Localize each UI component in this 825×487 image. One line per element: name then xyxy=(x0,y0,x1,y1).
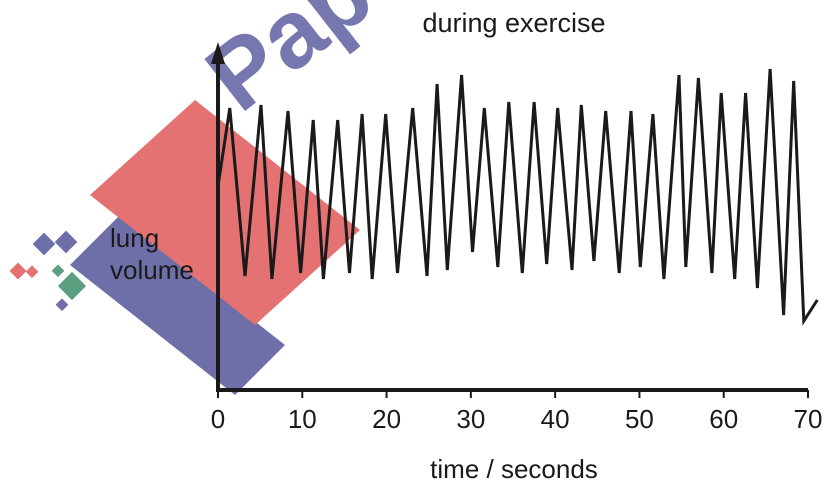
watermark-diamond-3 xyxy=(9,262,27,280)
watermark-diamond-1 xyxy=(32,232,56,256)
y-axis-label-line-1: lung xyxy=(110,223,159,253)
x-axis-tick-labels: 0 10 20 30 40 50 60 70 xyxy=(211,404,823,434)
x-tick-label-0: 0 xyxy=(211,404,225,434)
y-axis-arrowhead xyxy=(211,42,225,64)
chart-title: during exercise xyxy=(422,8,605,38)
watermark-red-band xyxy=(90,100,360,325)
watermark-diamond-5 xyxy=(57,271,87,301)
watermark-diamond-4 xyxy=(25,265,39,279)
x-tick-label-60: 60 xyxy=(709,404,738,434)
watermark-diamond-2 xyxy=(54,230,78,254)
x-axis-ticks xyxy=(217,390,809,398)
watermark-dark-band xyxy=(70,215,285,395)
y-axis-label-line-2: volume xyxy=(110,255,194,285)
x-tick-label-50: 50 xyxy=(625,404,654,434)
watermark-diamond-7 xyxy=(55,298,69,312)
x-tick-label-70: 70 xyxy=(794,404,823,434)
x-tick-label-40: 40 xyxy=(541,404,570,434)
x-tick-label-10: 10 xyxy=(288,404,317,434)
x-tick-label-30: 30 xyxy=(456,404,485,434)
series-group xyxy=(216,68,819,326)
y-axis-label: lung volume xyxy=(110,223,194,285)
watermark-text: Papa xyxy=(187,0,434,132)
x-axis-label: time / seconds xyxy=(430,454,598,482)
lung-volume-trace-0 xyxy=(216,68,819,326)
watermark-diamond-6 xyxy=(51,264,65,278)
x-tick-label-20: 20 xyxy=(372,404,401,434)
